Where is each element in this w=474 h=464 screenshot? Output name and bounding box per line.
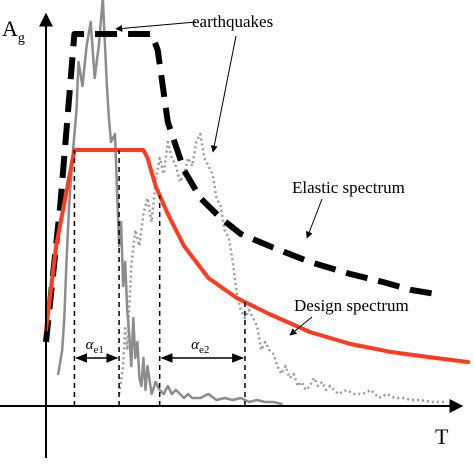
- y-axis-label-base: A: [2, 16, 18, 41]
- elastic-spectrum-annotation: Elastic spectrum: [292, 178, 405, 197]
- design-spectrum-annotation: Design spectrum: [294, 296, 409, 315]
- interval-2-label-base: α: [191, 337, 200, 353]
- interval-1-label: αe1: [86, 337, 104, 356]
- elastic-pointer: [305, 198, 323, 239]
- series-recorded-2: [117, 132, 444, 404]
- y-axis-label: Ag: [2, 16, 25, 46]
- earthquakes-annotation: earthquakes: [192, 12, 273, 31]
- series-design: [44, 148, 471, 364]
- interval-2-label-sub: e2: [199, 344, 209, 356]
- series-recorded-1: [56, 0, 283, 406]
- x-axis-label: T: [435, 424, 449, 449]
- interval-1-label-base: α: [86, 337, 95, 353]
- y-axis-label-sub: g: [18, 31, 25, 46]
- interval-1-label-sub: e1: [93, 344, 103, 356]
- interval-markers: αe1 αe2: [73, 150, 246, 406]
- design-pointer: [289, 316, 313, 336]
- earthquakes-pointer-1: [115, 21, 197, 32]
- interval-2-label: αe2: [191, 337, 209, 356]
- earthquakes-pointer-2: [210, 35, 237, 153]
- plot-area: [43, 0, 471, 406]
- series-elastic: [43, 31, 437, 343]
